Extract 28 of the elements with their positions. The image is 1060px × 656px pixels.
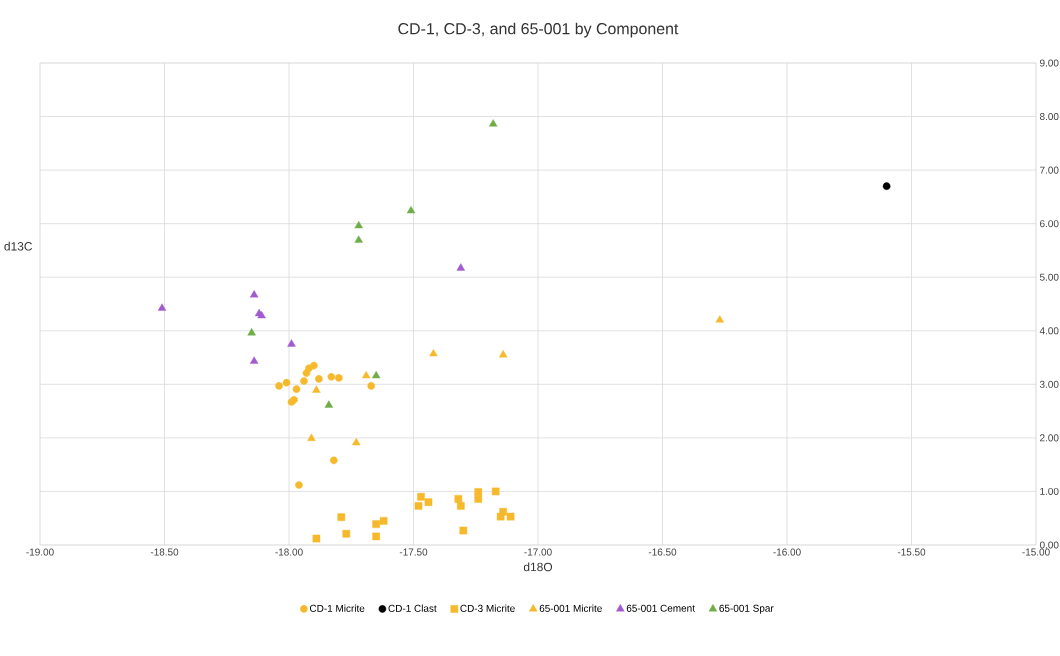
y-tick-label: 5.00: [1039, 273, 1059, 281]
legend-label: CD-3 Micrite: [460, 604, 515, 612]
x-tick-label: -19.00: [26, 548, 54, 556]
x-axis-title: d18O: [523, 562, 553, 572]
y-tick-label: 6.00: [1040, 220, 1059, 228]
y-tick-label: 3.00: [1039, 380, 1059, 388]
legend-label: CD-1 Micrite: [309, 604, 365, 612]
y-tick-label: 0.00: [1039, 541, 1059, 549]
legend-label: 65-001 Cement: [626, 604, 695, 612]
y-tick-label: 9.00: [1040, 59, 1059, 67]
x-tick-label: -17.00: [524, 548, 552, 556]
y-tick-label: 8.00: [1039, 113, 1059, 121]
y-tick-label: 7.00: [1040, 166, 1059, 174]
x-tick-label: -16.50: [648, 548, 677, 556]
x-tick-label: -15.50: [897, 548, 926, 556]
chart-title: CD-1, CD-3, and 65-001 by Component: [398, 22, 679, 38]
x-tick-label: -17.50: [399, 548, 428, 556]
y-tick-label: 4.00: [1039, 327, 1059, 335]
legend-label: 65-001 Micrite: [539, 604, 602, 612]
x-tick-label: -18.50: [150, 548, 179, 556]
y-axis-title: d13C: [4, 241, 33, 251]
x-tick-label: -15.00: [1022, 548, 1050, 556]
x-tick-label: -16.00: [773, 548, 801, 556]
x-tick-label: -18.00: [275, 548, 303, 556]
legend-label: 65-001 Spar: [719, 604, 774, 614]
y-tick-label: 1.00: [1040, 487, 1059, 495]
y-tick-label: 2.00: [1040, 434, 1059, 442]
legend-label: CD-1 Clast: [388, 604, 437, 612]
